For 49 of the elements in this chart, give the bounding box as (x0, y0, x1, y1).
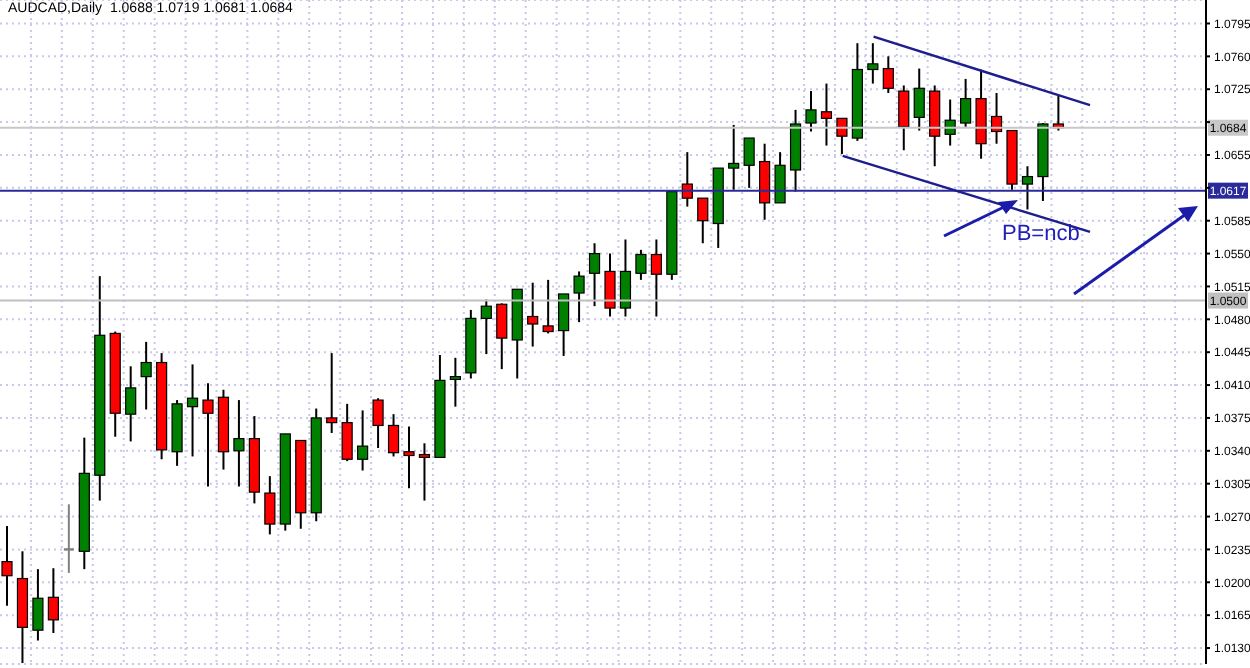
candlestick (527, 281, 539, 348)
candlestick (140, 340, 152, 411)
candlestick (542, 278, 554, 335)
candlestick (403, 425, 415, 490)
candlestick (357, 409, 369, 472)
candlestick (975, 68, 987, 160)
candlestick (867, 42, 879, 85)
candlestick (805, 90, 817, 133)
candlestick (341, 402, 353, 463)
candlestick (836, 117, 848, 156)
candlestick (449, 356, 461, 408)
candlestick (604, 252, 616, 318)
candlestick (233, 399, 245, 488)
candlestick (820, 82, 833, 147)
candlestick (789, 108, 802, 193)
annotation: PB=ncb (1002, 222, 1080, 246)
candlestick (264, 475, 276, 536)
candlestick (697, 197, 709, 245)
candlestick (882, 55, 894, 94)
candlestick (1, 524, 13, 607)
candlestick (573, 270, 585, 324)
candlestick (913, 67, 925, 132)
candlestick (635, 248, 647, 281)
candlestick (743, 137, 755, 189)
candlestick (418, 442, 431, 502)
candlestick (326, 352, 338, 434)
candlestick (186, 363, 199, 458)
candlestick (650, 238, 662, 318)
candlestick (202, 382, 214, 488)
candlestick (898, 84, 910, 152)
candlestick (47, 567, 59, 635)
candlestick (480, 298, 492, 356)
candlestick (62, 503, 76, 574)
candlestick (588, 242, 601, 308)
candlestick (1021, 165, 1034, 211)
candlestick (372, 397, 384, 449)
candlestick (496, 302, 508, 371)
candlestick (558, 292, 570, 357)
candlestick (171, 399, 183, 467)
candlestick (774, 151, 786, 204)
candlestick (387, 413, 400, 458)
candlestick (929, 84, 941, 168)
candlestick (728, 123, 740, 191)
candlestick (759, 142, 771, 221)
candlestick (125, 365, 137, 443)
candlestick (681, 151, 693, 208)
candlestick (960, 77, 972, 128)
candlestick (619, 238, 632, 318)
candlestick (32, 568, 44, 642)
